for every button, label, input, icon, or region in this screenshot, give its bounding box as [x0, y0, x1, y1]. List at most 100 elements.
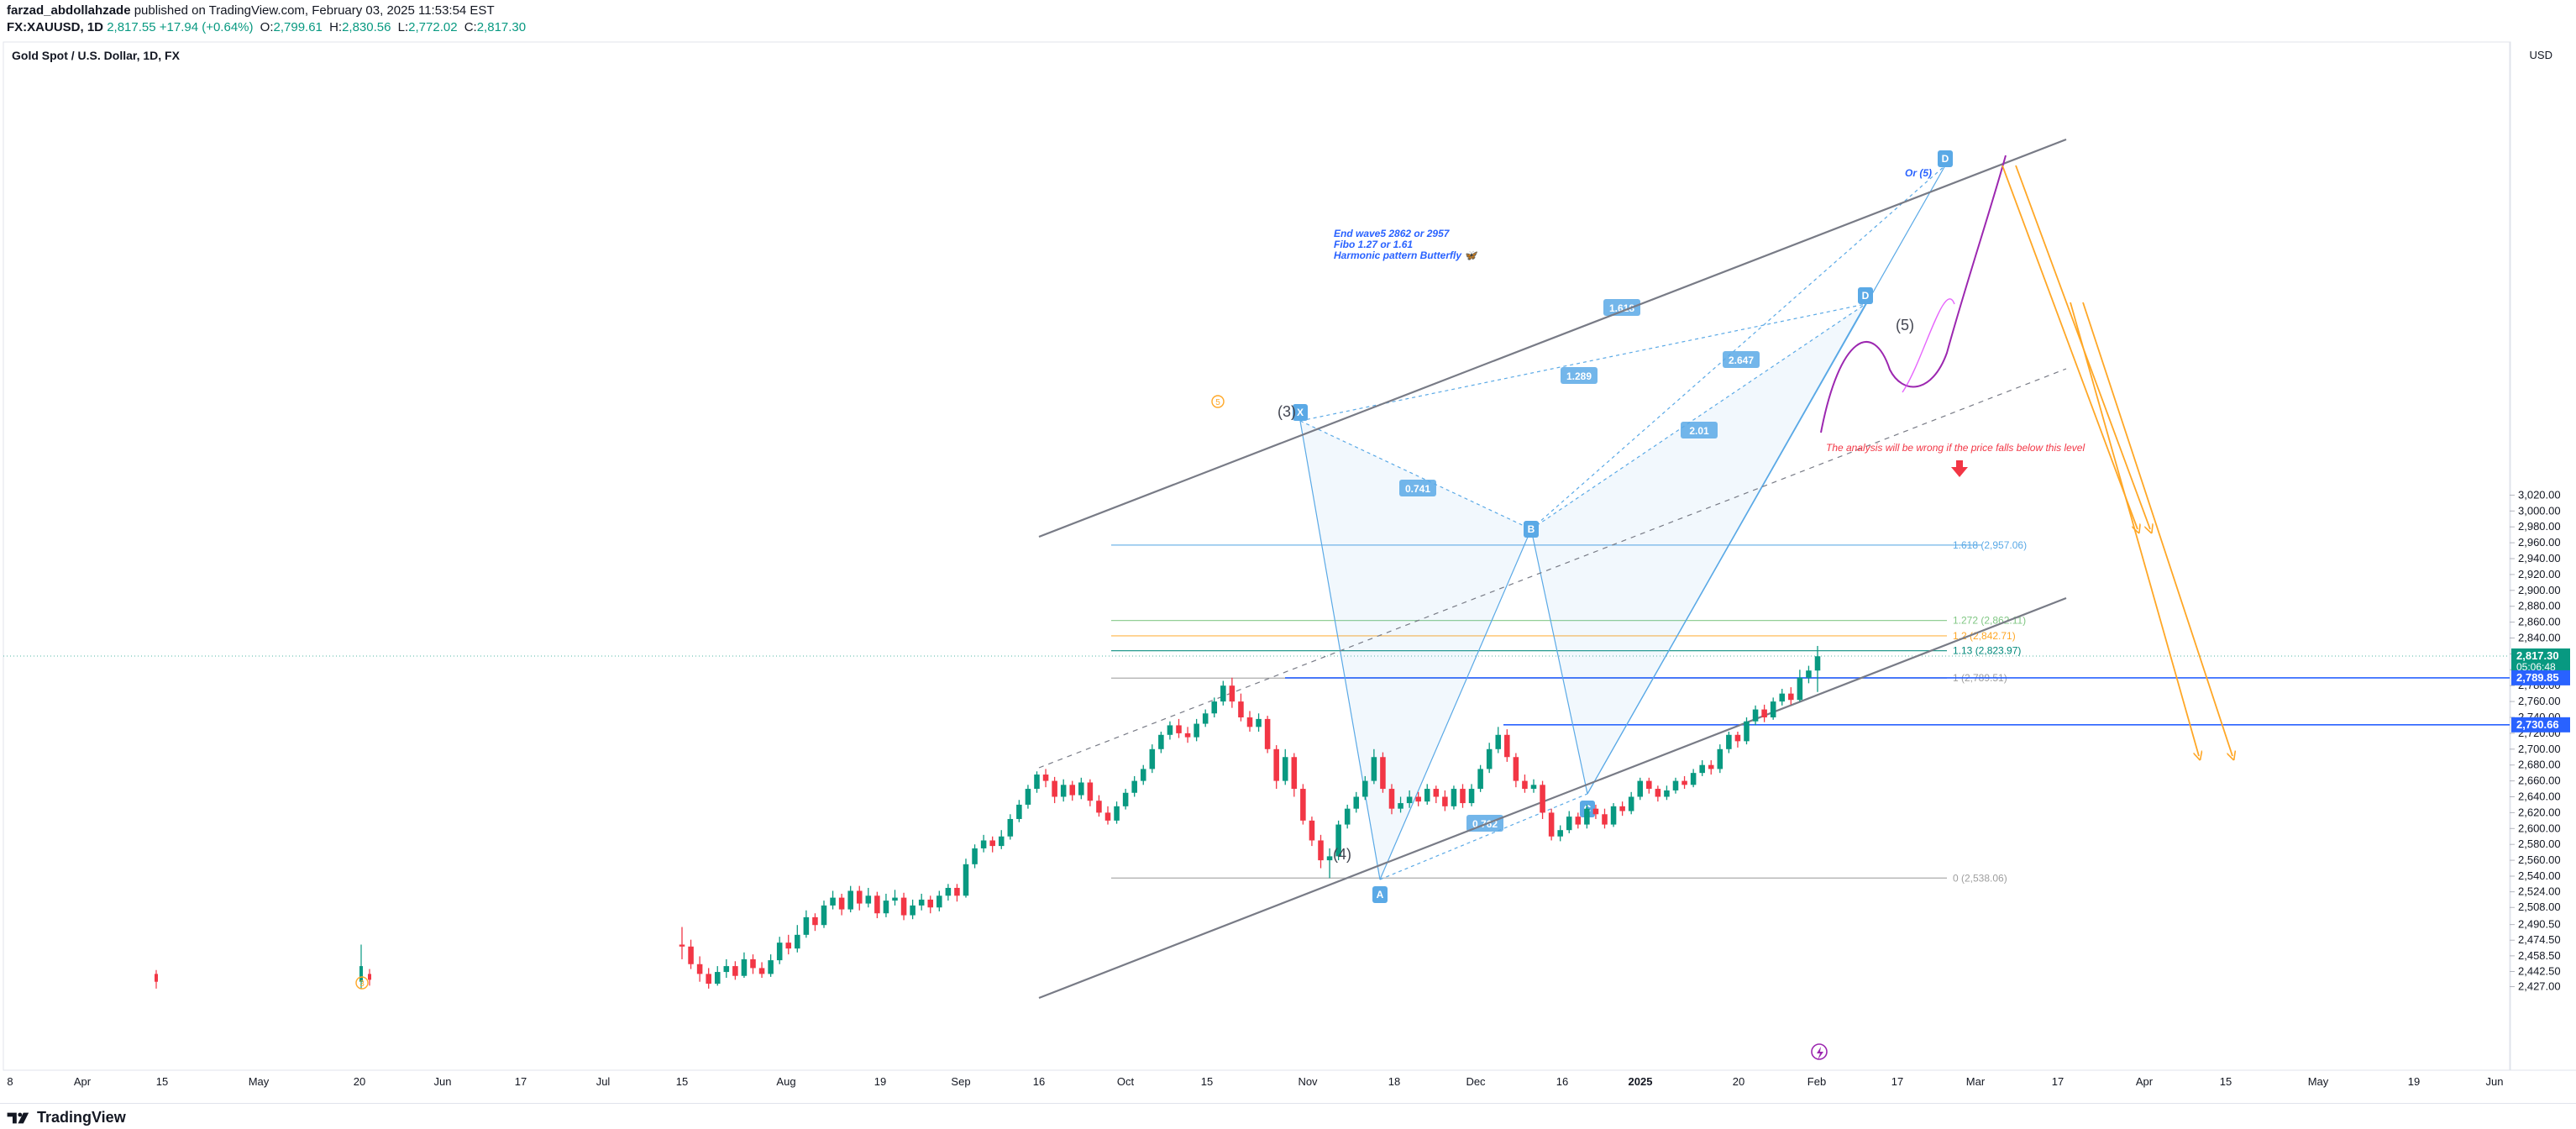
candle-body — [865, 895, 872, 904]
channel-lower-line — [1038, 596, 2067, 1000]
candle-body — [1025, 789, 1031, 805]
candle-body — [368, 974, 371, 980]
pattern-point-label: B — [1528, 523, 1535, 535]
candle-body — [980, 840, 987, 848]
pattern-ratio-label: 2.647 — [1729, 354, 1754, 366]
pattern-point-badge — [1938, 150, 1953, 167]
candle-body — [803, 916, 810, 935]
y-axis-label: 2,700.00 — [2518, 743, 2561, 755]
candle-body — [1149, 748, 1156, 769]
price-chart[interactable]: 3,020.00 3,000.00 2,980.00 2,960.00 2,940.00… — [0, 40, 2576, 1105]
pattern-ratio-badge — [1603, 299, 1640, 316]
price-tag-box — [2511, 670, 2570, 685]
candle-body — [1690, 773, 1697, 785]
pattern-ratio-label: 1.618 — [1609, 302, 1634, 314]
chart-frame[interactable]: 3,020.00 3,000.00 2,980.00 2,960.00 2,940.00… — [0, 40, 2576, 1105]
x-axis-label: 20 — [1733, 1075, 1744, 1088]
projection-arrow-4 — [2082, 302, 2232, 756]
candle-body — [1087, 782, 1094, 801]
lightning-event-icon — [1811, 1043, 1828, 1060]
candle-body — [732, 966, 738, 976]
candle-body — [936, 895, 942, 908]
candle-body — [723, 966, 730, 973]
candle-body — [883, 901, 889, 914]
marker-icon-3 — [355, 976, 369, 990]
candle-body — [856, 890, 863, 904]
price-axis-unit[interactable]: USD — [2529, 49, 2552, 61]
candle-body — [1592, 808, 1599, 815]
candle-body — [1628, 796, 1634, 811]
x-axis-label: Jun — [434, 1075, 452, 1088]
candle-body — [1104, 812, 1111, 821]
y-axis-label: 2,860.00 — [2518, 616, 2561, 628]
y-axis-label: 2,980.00 — [2518, 520, 2561, 533]
candle-body — [1273, 748, 1279, 781]
x-axis-label: 15 — [2220, 1075, 2232, 1088]
x-axis-label: 2025 — [1629, 1075, 1653, 1088]
candle-body — [1309, 820, 1315, 841]
pattern-ratio-badge — [1399, 480, 1436, 496]
candle-body — [1752, 709, 1759, 722]
pattern-point-label: X — [1297, 407, 1304, 418]
candle-body — [1619, 806, 1625, 811]
candle-body — [1016, 804, 1022, 819]
candle-body — [1318, 840, 1324, 861]
candle-body — [1052, 780, 1057, 797]
candle-body — [1326, 856, 1333, 861]
open-label: O: — [260, 20, 274, 34]
candle-body — [1406, 796, 1413, 804]
candle-body — [1078, 782, 1084, 796]
pattern-diag-xb — [1299, 420, 1532, 530]
y-axis-label: 2,458.50 — [2518, 949, 2561, 962]
candle-body — [1167, 725, 1173, 735]
candle-body — [1646, 780, 1652, 790]
candle-body — [830, 897, 836, 906]
y-axis-label: 2,580.00 — [2518, 838, 2561, 850]
pattern-point-badge — [1293, 404, 1308, 421]
candle-body — [927, 899, 934, 908]
candle-body — [998, 836, 1005, 847]
close-value: 2,817.30 — [476, 20, 527, 34]
pattern-leg-xa — [1299, 420, 1381, 880]
symbol-ohlc-line: FX:XAUUSD, 1D 2,817.55 +17.94 (+0.64%) O… — [7, 20, 526, 34]
candle-body — [1486, 748, 1493, 769]
candle-body — [1566, 817, 1572, 831]
candle-body — [1433, 789, 1440, 797]
pattern-diag-bd2 — [1530, 165, 1946, 530]
chart-border — [3, 41, 2511, 1071]
candle-body — [1460, 789, 1466, 804]
candle-body — [1797, 677, 1803, 701]
y-axis-label: 2,880.00 — [2518, 600, 2561, 612]
y-axis-label: 2,524.00 — [2518, 885, 2561, 898]
candle-body — [785, 943, 792, 949]
x-axis-label: 19 — [874, 1075, 886, 1088]
pattern-leg-ab — [1379, 528, 1532, 880]
fib-level-label: 1.272 (2,862.11) — [1953, 615, 2026, 627]
candle-body — [1184, 733, 1191, 738]
candle-body — [1575, 817, 1582, 825]
x-axis-label: May — [2308, 1075, 2329, 1088]
candle-body — [1681, 780, 1687, 785]
author-name[interactable]: farzad_abdollahzade — [7, 3, 131, 18]
candle-body — [1140, 769, 1146, 781]
candle-body — [1220, 685, 1226, 702]
candle-body — [838, 897, 845, 910]
candle-body — [945, 887, 952, 896]
candle-body — [910, 905, 916, 916]
candle-body — [989, 840, 995, 847]
y-axis-label: 2,474.50 — [2518, 933, 2561, 946]
candle-body — [1504, 734, 1510, 758]
candle-body — [1060, 785, 1067, 797]
candle-body — [1779, 693, 1786, 702]
candle-body — [1353, 796, 1360, 809]
candle-body — [972, 848, 978, 864]
x-axis-label: 15 — [676, 1075, 688, 1088]
tradingview-brand[interactable]: TradingView — [7, 1109, 126, 1126]
pattern-ratio-badge — [1723, 351, 1760, 368]
analysis-note-line: Fibo 1.27 or 1.61 — [1334, 239, 1413, 250]
candle-body — [758, 968, 765, 974]
y-axis-label: 2,508.00 — [2518, 901, 2561, 913]
analysis-note-line: Harmonic pattern Butterfly 🦋 — [1334, 249, 1478, 261]
candle-body — [1122, 792, 1129, 806]
x-axis-label: 16 — [1556, 1075, 1568, 1088]
